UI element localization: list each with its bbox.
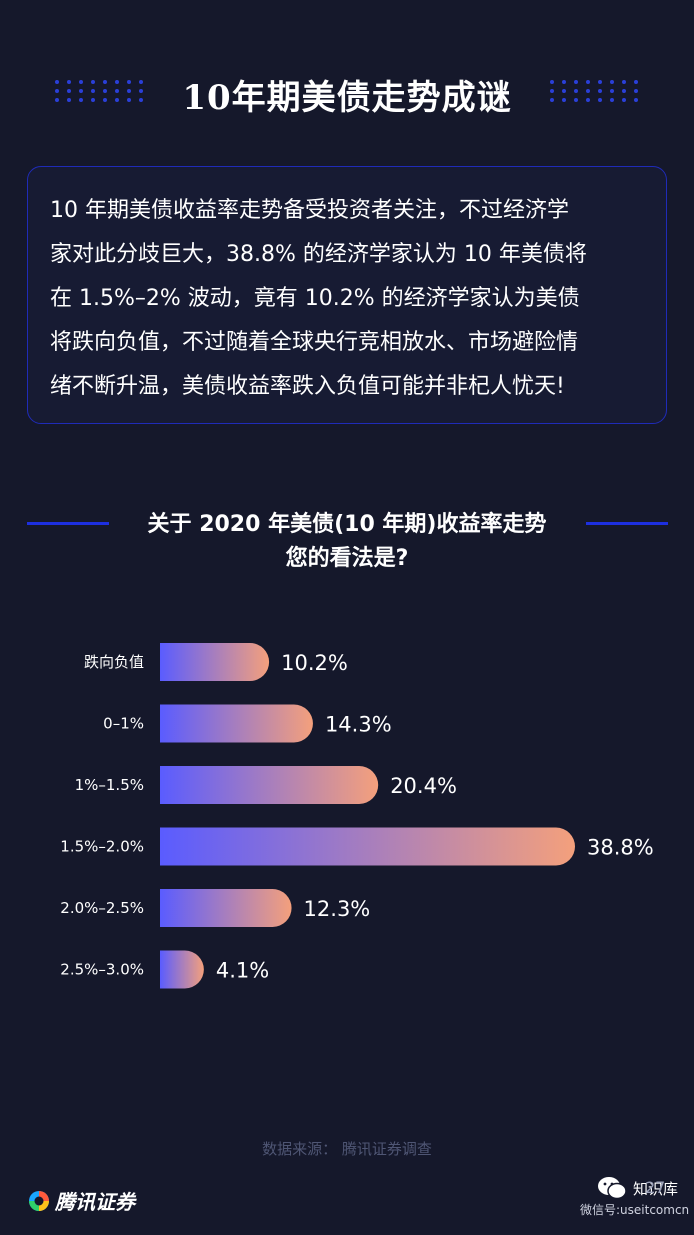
intro-line: 将跌向负值，不过随着全球央行竞相放水、市场避险情 <box>50 330 579 355</box>
wechat-badge: 知识库 <box>597 1176 678 1200</box>
intro-box: 10 年期美债收益率走势备受投资者关注，不过经济学 家对此分歧巨大，38.8% … <box>27 166 667 424</box>
decorative-dot <box>67 98 71 102</box>
decorative-dot <box>79 80 83 84</box>
chart-question-line1: 关于 2020 年美债(10 年期)收益率走势 <box>147 512 547 537</box>
decorative-dot <box>622 98 626 102</box>
value-label: 14.3% <box>325 713 392 737</box>
bar <box>160 827 575 866</box>
brand-logo: 腾讯证券 <box>27 1186 135 1215</box>
value-label: 10.2% <box>281 651 348 675</box>
decorative-dot <box>634 89 638 93</box>
decorative-dot <box>103 80 107 84</box>
decorative-dot <box>139 89 143 93</box>
decorative-dot <box>127 98 131 102</box>
decorative-dot <box>598 98 602 102</box>
intro-line: 在 1.5%–2% 波动，竟有 10.2% 的经济学家认为美债 <box>50 286 580 311</box>
decorative-dot <box>550 89 554 93</box>
category-label: 1.5%–2.0% <box>60 838 144 856</box>
decorative-dot <box>550 80 554 84</box>
decorative-dot <box>55 89 59 93</box>
intro-line: 绪不断升温，美债收益率跌入负值可能并非杞人忧天! <box>50 374 565 399</box>
decorative-dot <box>55 98 59 102</box>
decorative-dot <box>574 98 578 102</box>
decorative-dot <box>610 80 614 84</box>
decorative-dot <box>586 89 590 93</box>
intro-line: 10 年期美债收益率走势备受投资者关注，不过经济学 <box>50 198 569 223</box>
decorative-dots-left <box>55 80 145 102</box>
decorative-dot <box>127 80 131 84</box>
decorative-dot <box>598 89 602 93</box>
decorative-dot <box>610 98 614 102</box>
wechat-name: 知识库 <box>633 1179 679 1198</box>
decorative-dot <box>562 80 566 84</box>
decorative-dot <box>622 89 626 93</box>
category-label: 跌向负值 <box>84 653 144 671</box>
value-label: 12.3% <box>304 897 371 921</box>
decorative-dot <box>139 98 143 102</box>
decorative-dot <box>598 80 602 84</box>
decorative-dot <box>115 80 119 84</box>
decorative-dot <box>91 80 95 84</box>
decorative-dot <box>91 89 95 93</box>
decorative-dot <box>562 89 566 93</box>
decorative-dot <box>622 80 626 84</box>
decorative-dot <box>79 98 83 102</box>
category-label: 1%–1.5% <box>75 776 144 794</box>
bar <box>160 766 379 804</box>
decorative-dot <box>115 98 119 102</box>
decorative-dot <box>67 80 71 84</box>
decorative-dot <box>103 98 107 102</box>
decorative-dot <box>634 80 638 84</box>
divider-right <box>586 522 668 525</box>
decorative-dot <box>91 98 95 102</box>
intro-line: 家对此分歧巨大，38.8% 的经济学家认为 10 年美债将 <box>50 242 587 267</box>
wechat-icon <box>598 1177 627 1200</box>
decorative-dot <box>562 98 566 102</box>
decorative-dot <box>139 80 143 84</box>
brand-name: 腾讯证券 <box>55 1190 135 1214</box>
decorative-dot <box>586 98 590 102</box>
value-label: 38.8% <box>587 836 654 860</box>
wechat-id: 微信号:useitcomcn <box>580 1203 690 1217</box>
decorative-dot <box>574 80 578 84</box>
value-label: 4.1% <box>216 959 269 983</box>
page-title: 10年期美债走势成谜 <box>182 78 512 118</box>
category-label: 2.5%–3.0% <box>60 961 144 979</box>
decorative-dot <box>115 89 119 93</box>
category-label: 2.0%–2.5% <box>60 899 144 917</box>
data-source: 数据来源： 腾讯证券调查 <box>262 1140 432 1158</box>
decorative-dot <box>55 80 59 84</box>
bar <box>160 950 204 989</box>
category-label: 0–1% <box>103 715 144 733</box>
decorative-dot <box>103 89 107 93</box>
bar <box>160 889 292 927</box>
bar-chart: 跌向负值 10.2% 0–1% 14.3% 1%–1.5% 20.4% 1.5%–2.0% 3… <box>60 643 654 989</box>
decorative-dot <box>610 89 614 93</box>
decorative-dot <box>586 80 590 84</box>
decorative-dot <box>79 89 83 93</box>
decorative-dot <box>550 98 554 102</box>
divider-left <box>27 522 109 525</box>
decorative-dot <box>634 98 638 102</box>
brand-icon <box>29 1190 49 1211</box>
chart-question: 关于 2020 年美债(10 年期)收益率走势 您的看法是? <box>110 508 584 576</box>
decorative-dots-right <box>550 80 640 102</box>
bar <box>160 704 313 743</box>
bar <box>160 643 270 681</box>
decorative-dot <box>127 89 131 93</box>
value-label: 20.4% <box>390 774 457 798</box>
decorative-dot <box>574 89 578 93</box>
page-number: 27 <box>645 1178 666 1197</box>
decorative-dot <box>67 89 71 93</box>
chart-question-line2: 您的看法是? <box>285 546 409 571</box>
